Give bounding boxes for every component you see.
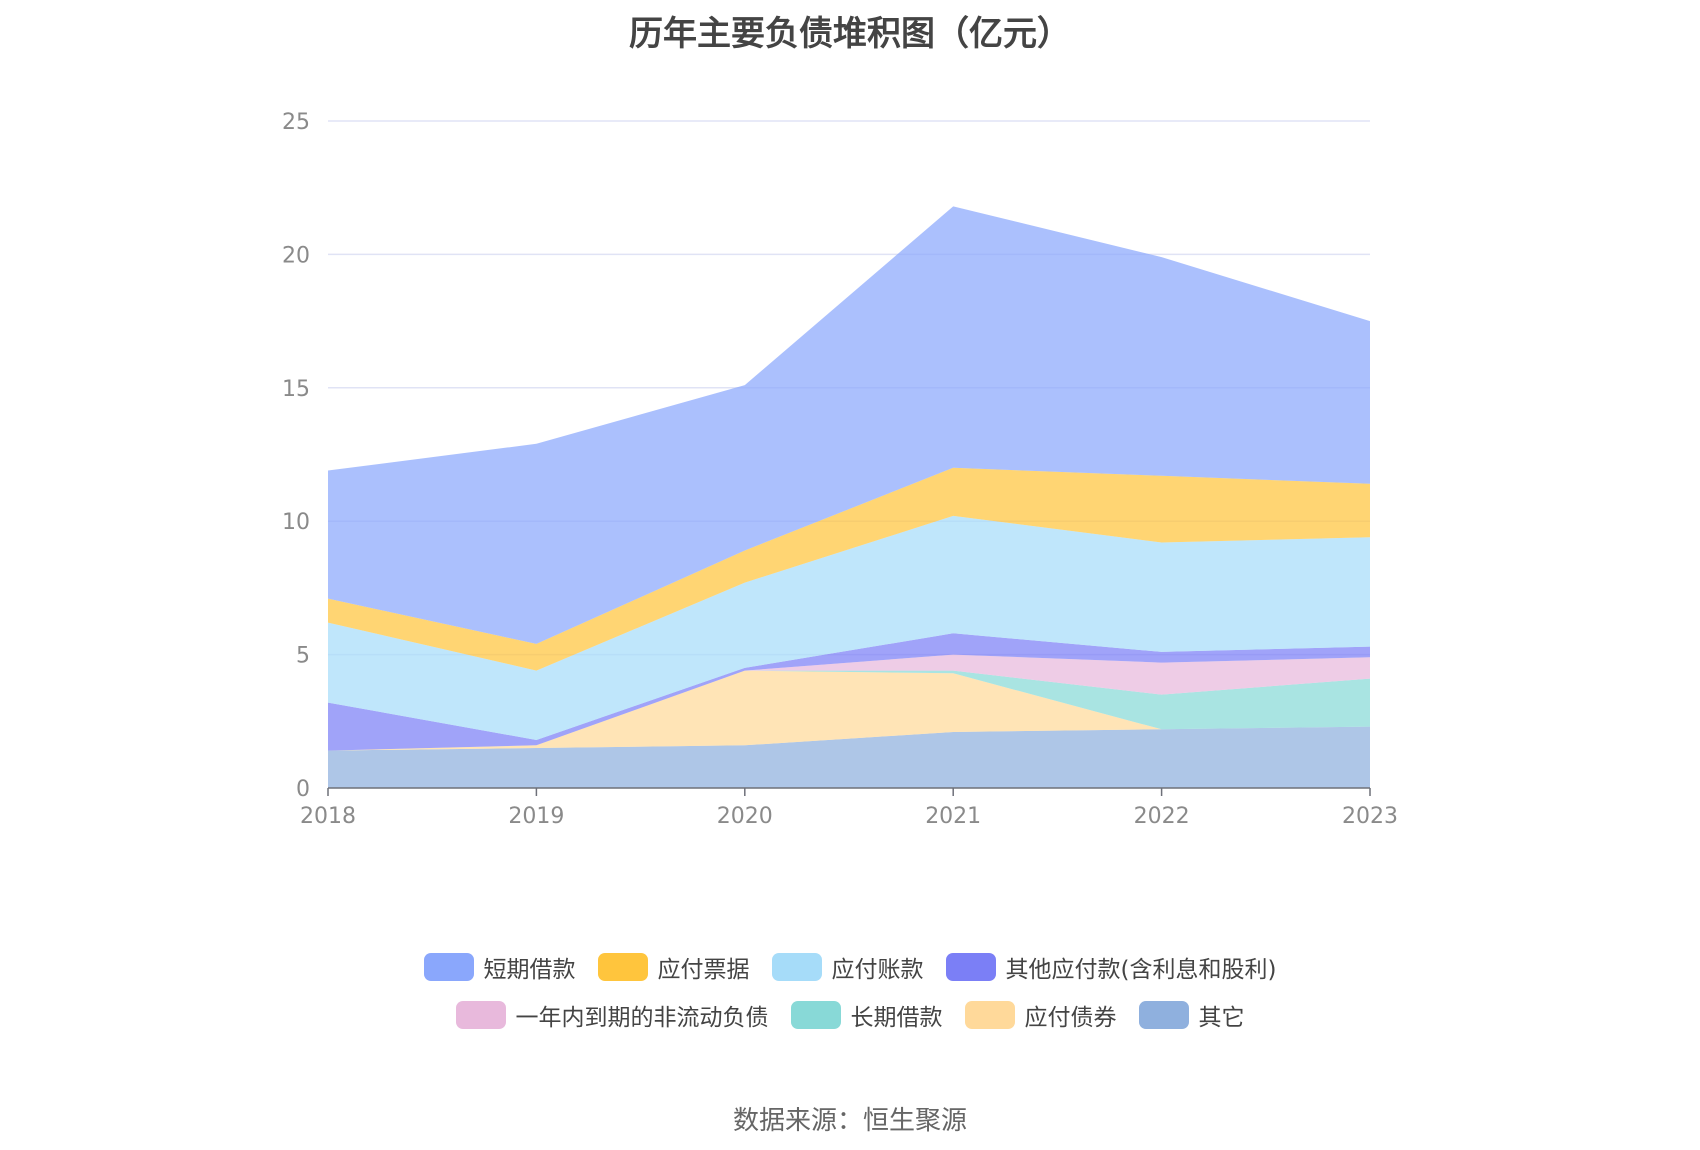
legend-row: 短期借款 应付票据 应付账款 其他应付款(含利息和股利) (0, 950, 1700, 984)
y-tick-label: 5 (296, 644, 310, 669)
legend-swatch (771, 953, 822, 981)
y-tick-label: 10 (282, 510, 310, 535)
y-tick-label: 20 (282, 243, 310, 268)
x-tick-label: 2018 (300, 804, 356, 829)
legend-label: 应付账款 (831, 957, 924, 983)
legend-item[interactable]: 应付票据 (597, 950, 750, 984)
source-note: 数据来源：恒生聚源 (732, 1106, 967, 1136)
legend-swatch (455, 1001, 506, 1029)
legend-item[interactable]: 一年内到期的非流动负债 (455, 998, 769, 1032)
legend-item[interactable]: 应付债券 (964, 998, 1117, 1032)
legend-label: 应付票据 (657, 957, 750, 983)
area-series-6[interactable] (328, 467, 1370, 671)
legend-item[interactable]: 应付账款 (771, 950, 924, 984)
y-tick-label: 15 (282, 377, 310, 402)
area-series-3[interactable] (328, 654, 1370, 751)
area-series-7[interactable] (328, 206, 1370, 644)
legend-row: 一年内到期的非流动负债 长期借款 应付债券 其它 (0, 998, 1700, 1032)
legend-swatch (423, 953, 474, 981)
x-tick-label: 2020 (717, 804, 773, 829)
legend-label: 短期借款 (483, 957, 576, 983)
legend-label: 长期借款 (850, 1005, 943, 1031)
area-series-1[interactable] (328, 670, 1370, 751)
chart-title: 历年主要负债堆积图（亿元） (629, 14, 1071, 54)
legend: 短期借款 应付票据 应付账款 其他应付款(含利息和股利) 一年内到期的非流动负债 长期借… (0, 950, 1700, 1046)
legend-swatch (964, 1001, 1015, 1029)
legend-item[interactable]: 短期借款 (423, 950, 576, 984)
legend-item[interactable]: 其他应付款(含利息和股利) (945, 950, 1277, 984)
legend-label: 一年内到期的非流动负债 (515, 1005, 769, 1031)
area-series-4[interactable] (328, 633, 1370, 751)
legend-swatch (945, 953, 996, 981)
legend-item[interactable]: 其它 (1138, 998, 1245, 1032)
area-series-5[interactable] (328, 515, 1370, 740)
area-series-0[interactable] (328, 726, 1370, 788)
x-tick-label: 2019 (508, 804, 564, 829)
legend-item[interactable]: 长期借款 (790, 998, 943, 1032)
x-tick-label: 2023 (1342, 804, 1398, 829)
x-tick-label: 2022 (1134, 804, 1190, 829)
x-tick-label: 2021 (925, 804, 981, 829)
legend-label: 其它 (1198, 1005, 1245, 1031)
area-series-2[interactable] (328, 670, 1370, 751)
legend-label: 其他应付款(含利息和股利) (1005, 957, 1277, 983)
y-tick-label: 25 (282, 110, 310, 135)
chart-plot: 0 5 10 15 20 25 2018 2019 2020 2021 2022 2023 (282, 110, 1398, 829)
legend-swatch (597, 953, 648, 981)
legend-swatch (790, 1001, 841, 1029)
y-tick-label: 0 (296, 777, 310, 802)
legend-swatch (1138, 1001, 1189, 1029)
legend-label: 应付债券 (1024, 1005, 1117, 1031)
